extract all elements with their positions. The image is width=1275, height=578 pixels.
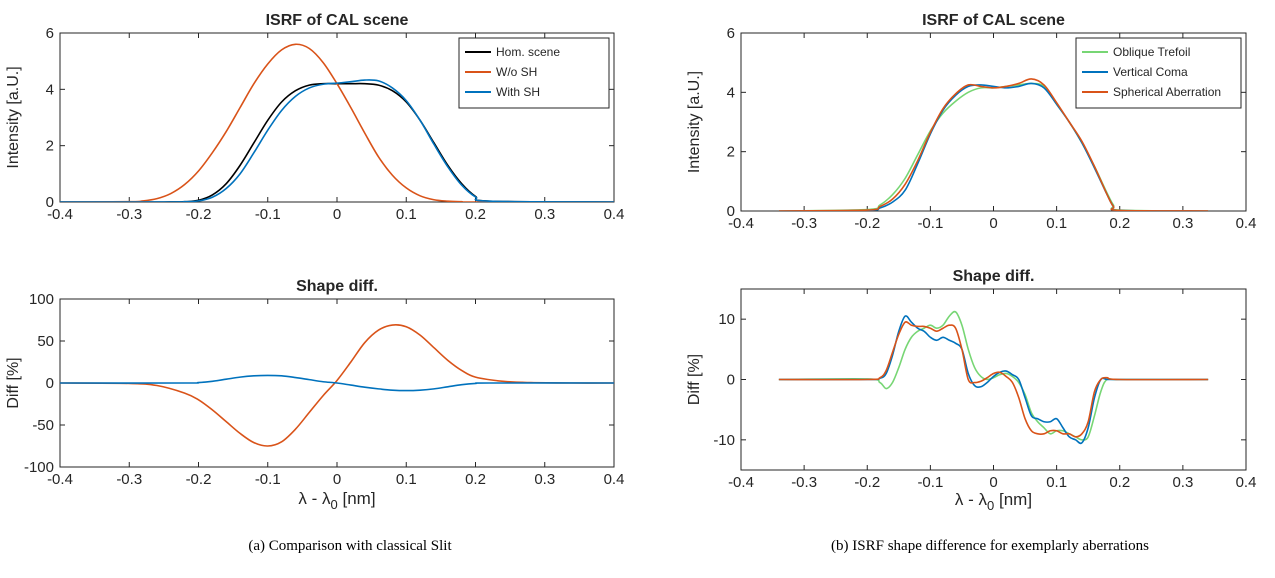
x-tick-label: -0.1	[917, 215, 943, 232]
chart-b-top: -0.4 -0.3 -0.2 -0.1 0 0.1 0.2 0.3 0.4 0 2 4 6 ISRF of…	[686, 12, 1256, 232]
x-tick-label: 0.1	[1046, 474, 1067, 491]
series-group	[60, 324, 614, 447]
series-line	[778, 78, 1209, 211]
y-tick-label: 4	[46, 81, 54, 98]
x-tick-label: 0	[989, 215, 997, 232]
series-group	[778, 310, 1209, 445]
x-tick-label: 0.4	[1236, 215, 1257, 232]
y-axis-label: Intensity [a.U.]	[686, 71, 703, 173]
series-line	[60, 79, 614, 202]
y-tick-label: 2	[727, 144, 735, 161]
x-tick-label: 0.2	[1109, 474, 1130, 491]
x-tick-label: 0.3	[1172, 215, 1193, 232]
x-tick-label: -0.3	[116, 471, 142, 488]
chart-a-top: -0.4 -0.3 -0.2 -0.1 0 0.1 0.2 0.3 0.4 0 2 4 6 ISRF of…	[5, 12, 624, 223]
x-tick-label: 0.3	[1172, 474, 1193, 491]
x-tick-label: 0	[989, 474, 997, 491]
y-axis-label: Diff [%]	[686, 354, 703, 405]
x-tick-label: 0.4	[1236, 474, 1257, 491]
series-line	[60, 374, 614, 392]
x-tick-label: -0.2	[186, 206, 212, 223]
x-tick-label: -0.3	[116, 206, 142, 223]
x-tick-label: 0.1	[396, 206, 417, 223]
chart-title: Shape diff.	[296, 278, 378, 295]
y-tick-label: -10	[713, 432, 735, 449]
x-tick-label: -0.2	[854, 474, 880, 491]
x-tick-label: -0.1	[255, 206, 281, 223]
x-tick-label: 0.2	[1109, 215, 1130, 232]
x-tick-label: -0.2	[854, 215, 880, 232]
x-tick-label: -0.4	[728, 215, 754, 232]
y-tick-label: 2	[46, 138, 54, 155]
y-axis-label: Diff [%]	[5, 357, 22, 408]
x-tick-label: 0	[333, 206, 341, 223]
x-tick-label: 0.2	[465, 471, 486, 488]
x-tick-label: 0.1	[396, 471, 417, 488]
legend-label: Oblique Trefoil	[1113, 45, 1190, 59]
x-tick-label: 0.3	[534, 206, 555, 223]
series-line	[778, 310, 1209, 441]
y-tick-label: 0	[46, 194, 54, 211]
x-axis-label: λ - λ0 [nm]	[298, 489, 375, 512]
legend-label: Hom. scene	[496, 45, 560, 59]
x-tick-label: -0.4	[47, 471, 73, 488]
y-tick-label: 6	[46, 25, 54, 42]
x-tick-label: 0.4	[604, 471, 625, 488]
x-tick-label: 0.1	[1046, 215, 1067, 232]
y-tick-label: 0	[727, 372, 735, 389]
legend-label: Spherical Aberration	[1113, 85, 1221, 99]
chart-a-bottom: -0.4 -0.3 -0.2 -0.1 0 0.1 0.2 0.3 0.4 -100 -50 0 50 1…	[5, 278, 624, 512]
x-tick-label: -0.1	[917, 474, 943, 491]
y-tick-label: 100	[29, 291, 54, 308]
y-tick-label: 6	[727, 25, 735, 42]
x-tick-label: -0.2	[186, 471, 212, 488]
series-line	[778, 315, 1209, 445]
y-tick-label: 4	[727, 84, 735, 101]
legend: Hom. scene W/o SH With SH	[458, 37, 610, 109]
legend: Oblique Trefoil Vertical Coma Spherical Ab…	[1075, 37, 1242, 109]
y-tick-label: 0	[46, 375, 54, 392]
chart-title: Shape diff.	[953, 268, 1035, 285]
x-tick-label: 0.2	[465, 206, 486, 223]
y-tick-label: -50	[32, 417, 54, 434]
x-tick-label: 0.3	[534, 471, 555, 488]
y-tick-label: 10	[718, 311, 735, 328]
x-tick-label: -0.3	[791, 215, 817, 232]
series-line	[60, 324, 614, 447]
legend-label: W/o SH	[496, 65, 537, 79]
y-tick-label: 0	[727, 203, 735, 220]
y-axis-label: Intensity [a.U.]	[5, 66, 22, 168]
y-tick-label: 50	[37, 333, 54, 350]
x-axis-label: λ - λ0 [nm]	[955, 490, 1032, 513]
chart-title: ISRF of CAL scene	[266, 12, 409, 29]
chart-title: ISRF of CAL scene	[922, 12, 1065, 29]
x-tick-label: -0.4	[728, 474, 754, 491]
series-group	[778, 78, 1209, 211]
x-tick-label: 0	[333, 471, 341, 488]
series-group	[60, 43, 614, 202]
y-tick-label: -100	[24, 459, 54, 476]
caption-right: (b) ISRF shape difference for exemplarly…	[831, 538, 1149, 554]
legend-label: With SH	[496, 85, 540, 99]
caption-left: (a) Comparison with classical Slit	[248, 538, 452, 554]
x-tick-label: -0.3	[791, 474, 817, 491]
chart-b-bottom: -0.4 -0.3 -0.2 -0.1 0 0.1 0.2 0.3 0.4 -10 0 10 Shape…	[686, 268, 1256, 513]
x-tick-label: -0.4	[47, 206, 73, 223]
x-tick-label: -0.1	[255, 471, 281, 488]
series-line	[60, 43, 614, 202]
series-line	[778, 321, 1209, 438]
x-tick-label: 0.4	[604, 206, 625, 223]
legend-label: Vertical Coma	[1113, 65, 1188, 79]
